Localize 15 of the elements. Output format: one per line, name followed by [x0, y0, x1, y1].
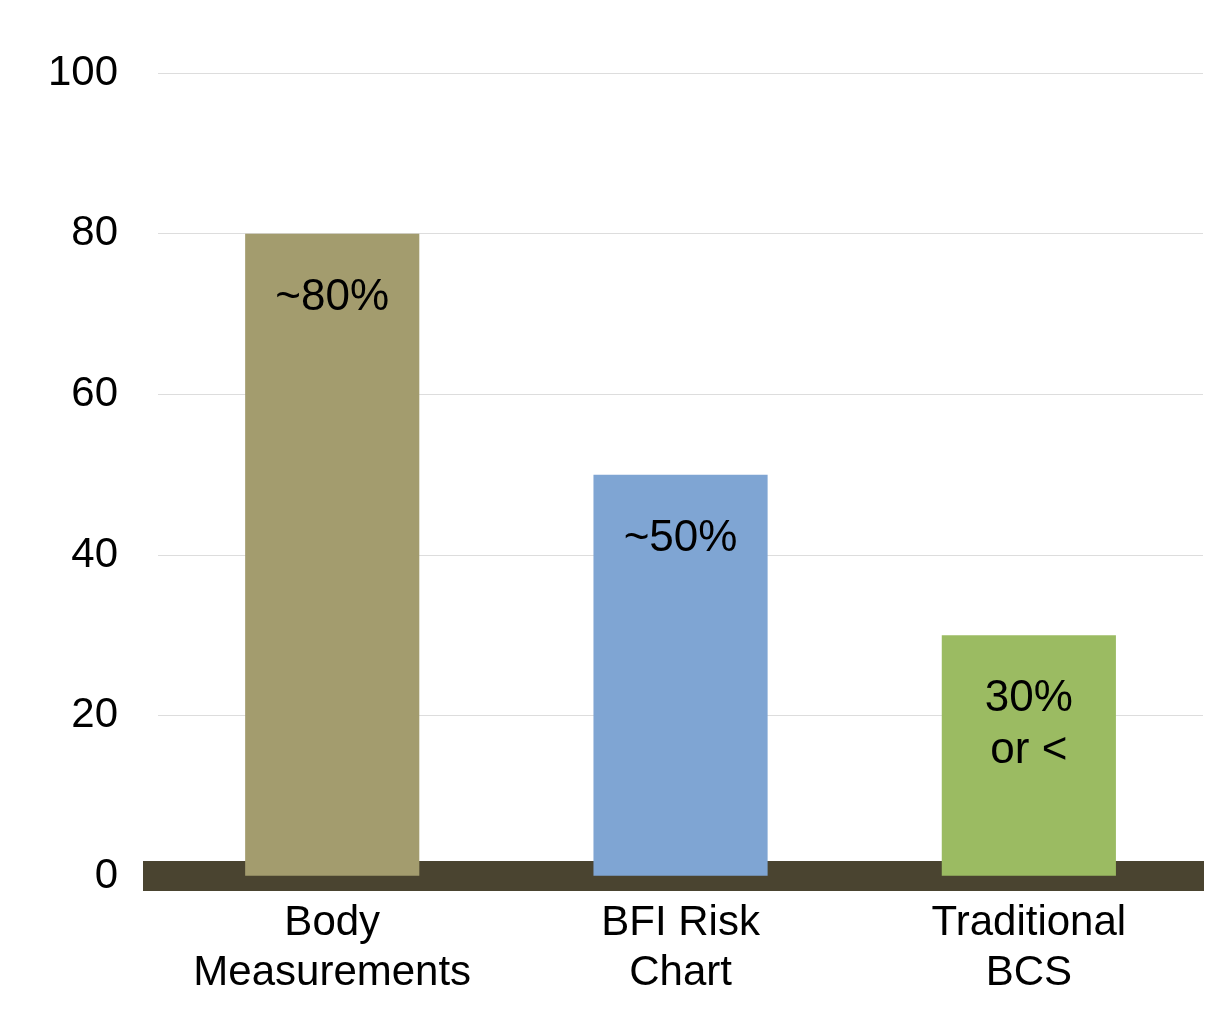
y-tick-label: 40: [71, 528, 119, 576]
bar: [941, 635, 1116, 876]
bar: [245, 233, 420, 876]
y-tick-label: 60: [71, 367, 119, 415]
data-label: ~80%: [275, 269, 390, 319]
y-tick-label: 20: [71, 689, 119, 737]
data-label: ~50%: [623, 510, 738, 560]
bar: [593, 474, 768, 876]
x-tick-label: BFI Risk Chart: [601, 896, 761, 995]
y-tick-label: 0: [94, 849, 119, 897]
x-tick-label: Traditional BCS: [931, 896, 1127, 995]
y-tick-label: 80: [71, 207, 119, 255]
x-tick-label: Body Measurements: [193, 896, 472, 995]
y-tick-label: 100: [48, 46, 119, 94]
data-label: 30% or <: [984, 671, 1073, 773]
